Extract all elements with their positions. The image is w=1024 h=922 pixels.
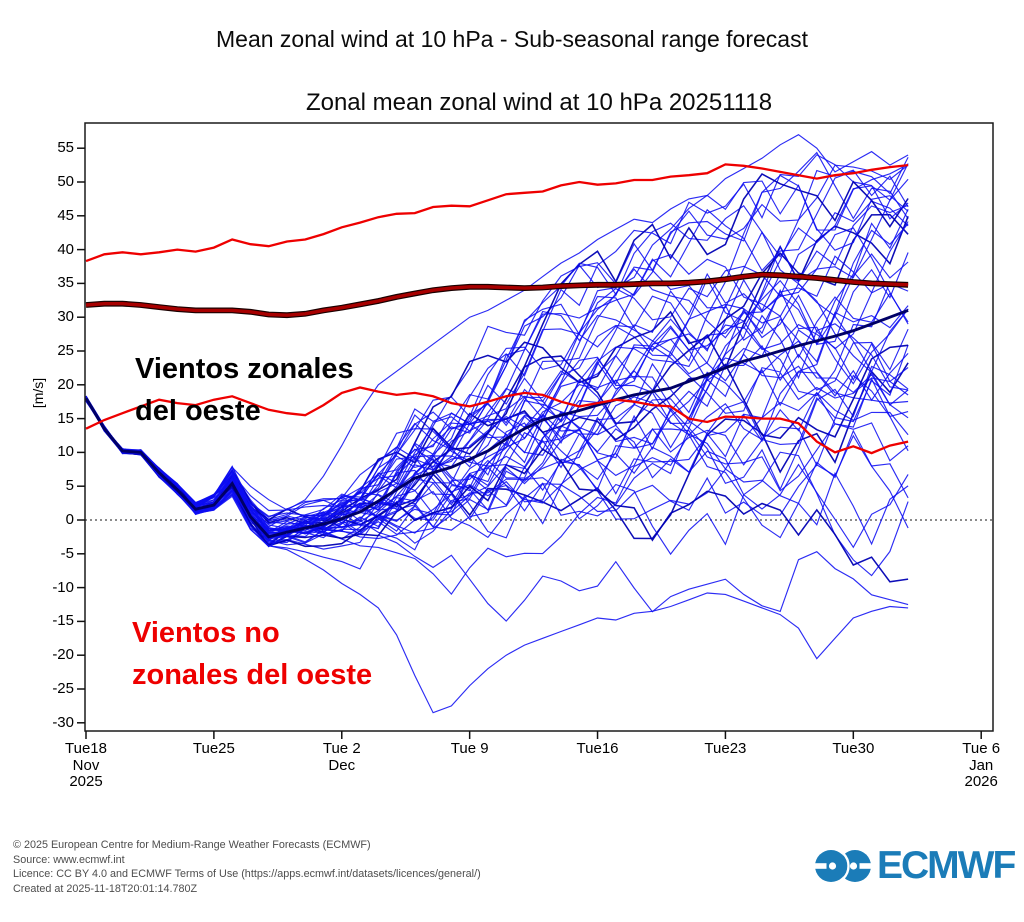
footer-created: Created at 2025-11-18T20:01:14.780Z (13, 882, 198, 895)
climate-lower-line (85, 386, 909, 455)
annotation-non-westerly-line1: Vientos no (132, 617, 280, 649)
chart-title: Zonal mean zonal wind at 10 hPa 20251118 (305, 89, 773, 116)
ensemble-member-line (85, 254, 909, 536)
footer-source: Source: www.ecmwf.int (13, 853, 125, 866)
highest-member-line (85, 134, 909, 511)
ensemble-member-line (85, 288, 909, 536)
ensemble-member-line (85, 180, 909, 525)
footer-licence: Licence: CC BY 4.0 and ECMWF Terms of Us… (13, 868, 481, 881)
ensemble-member-line (85, 151, 909, 540)
annotation-westerly-winds: Vientos zonales del oeste (135, 348, 354, 432)
climate-mean-line (85, 272, 909, 317)
annotation-westerly-line2: del oeste (135, 395, 261, 427)
ensemble-member-line (85, 362, 909, 534)
ensemble-member-line (85, 230, 909, 533)
page-title: Mean zonal wind at 10 hPa - Sub-seasonal… (216, 26, 808, 52)
y-axis-label: [m/s] (30, 377, 46, 409)
lowest-member-line (85, 398, 909, 714)
footer-copyright: © 2025 European Centre for Medium-Range … (13, 839, 371, 851)
annotation-westerly-line1: Vientos zonales (135, 353, 354, 385)
ensemble-member-line (85, 344, 909, 541)
ecmwf-logo-icon (814, 847, 872, 885)
ensemble-member-line (85, 398, 909, 577)
climate-upper-line (85, 163, 909, 263)
ensemble-member-line (85, 365, 909, 548)
ensemble-member-line (85, 163, 909, 528)
ecmwf-logo-text: ECMWF (877, 844, 1016, 887)
annotation-non-westerly-winds: Vientos no zonales del oeste (132, 612, 372, 696)
ensemble-mean-line (84, 309, 909, 539)
plot-frame (84, 122, 994, 732)
annotation-non-westerly-line2: zonales del oeste (132, 659, 373, 691)
footer-attribution: © 2025 European Centre for Medium-Range … (13, 838, 481, 896)
ensemble-member-line (85, 344, 909, 544)
ecmwf-logo: ECMWF (814, 843, 1016, 889)
